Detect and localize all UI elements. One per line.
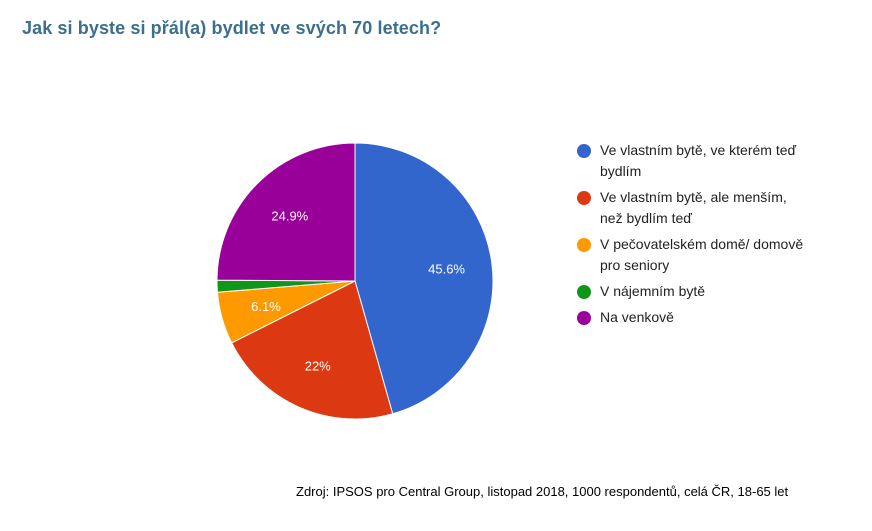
legend-label: V pečovatelském domě/ domově pro seniory: [600, 236, 804, 273]
legend-label: Ve vlastním bytě, ale menším, než bydlím…: [600, 189, 787, 226]
slice-label-4: 24.9%: [271, 208, 308, 223]
legend-marker-icon: [577, 311, 591, 325]
legend-marker-icon: [577, 238, 591, 252]
legend-marker-icon: [577, 285, 591, 299]
slice-label-1: 22%: [305, 359, 331, 374]
source-note: Zdroj: IPSOS pro Central Group, listopad…: [296, 484, 789, 499]
legend: Ve vlastním bytě, ve kterém teď bydlím Ve…: [577, 142, 837, 335]
legend-item-0: Ve vlastním bytě, ve kterém teď bydlím: [577, 142, 837, 182]
pie-slice-0: [354, 142, 494, 415]
legend-label: V nájemním bytě: [600, 283, 706, 299]
legend-marker-icon: [577, 144, 591, 158]
legend-item-3: V nájemním bytě: [577, 283, 837, 302]
legend-item-1: Ve vlastním bytě, ale menším, než bydlím…: [577, 189, 837, 229]
legend-item-4: Na venkově: [577, 309, 837, 328]
chart-title: Jak si byste si přál(a) bydlet ve svých …: [22, 18, 442, 38]
legend-label: Ve vlastním bytě, ve kterém teď bydlím: [600, 142, 797, 179]
legend-marker-icon: [577, 191, 591, 205]
legend-label: Na venkově: [600, 309, 674, 325]
slice-label-0: 45.6%: [428, 261, 465, 276]
slice-label-2: 6.1%: [251, 299, 281, 314]
legend-item-2: V pečovatelském domě/ domově pro seniory: [577, 236, 837, 276]
pie-slice-1: [230, 280, 394, 420]
pie-slice-4: [216, 142, 356, 282]
